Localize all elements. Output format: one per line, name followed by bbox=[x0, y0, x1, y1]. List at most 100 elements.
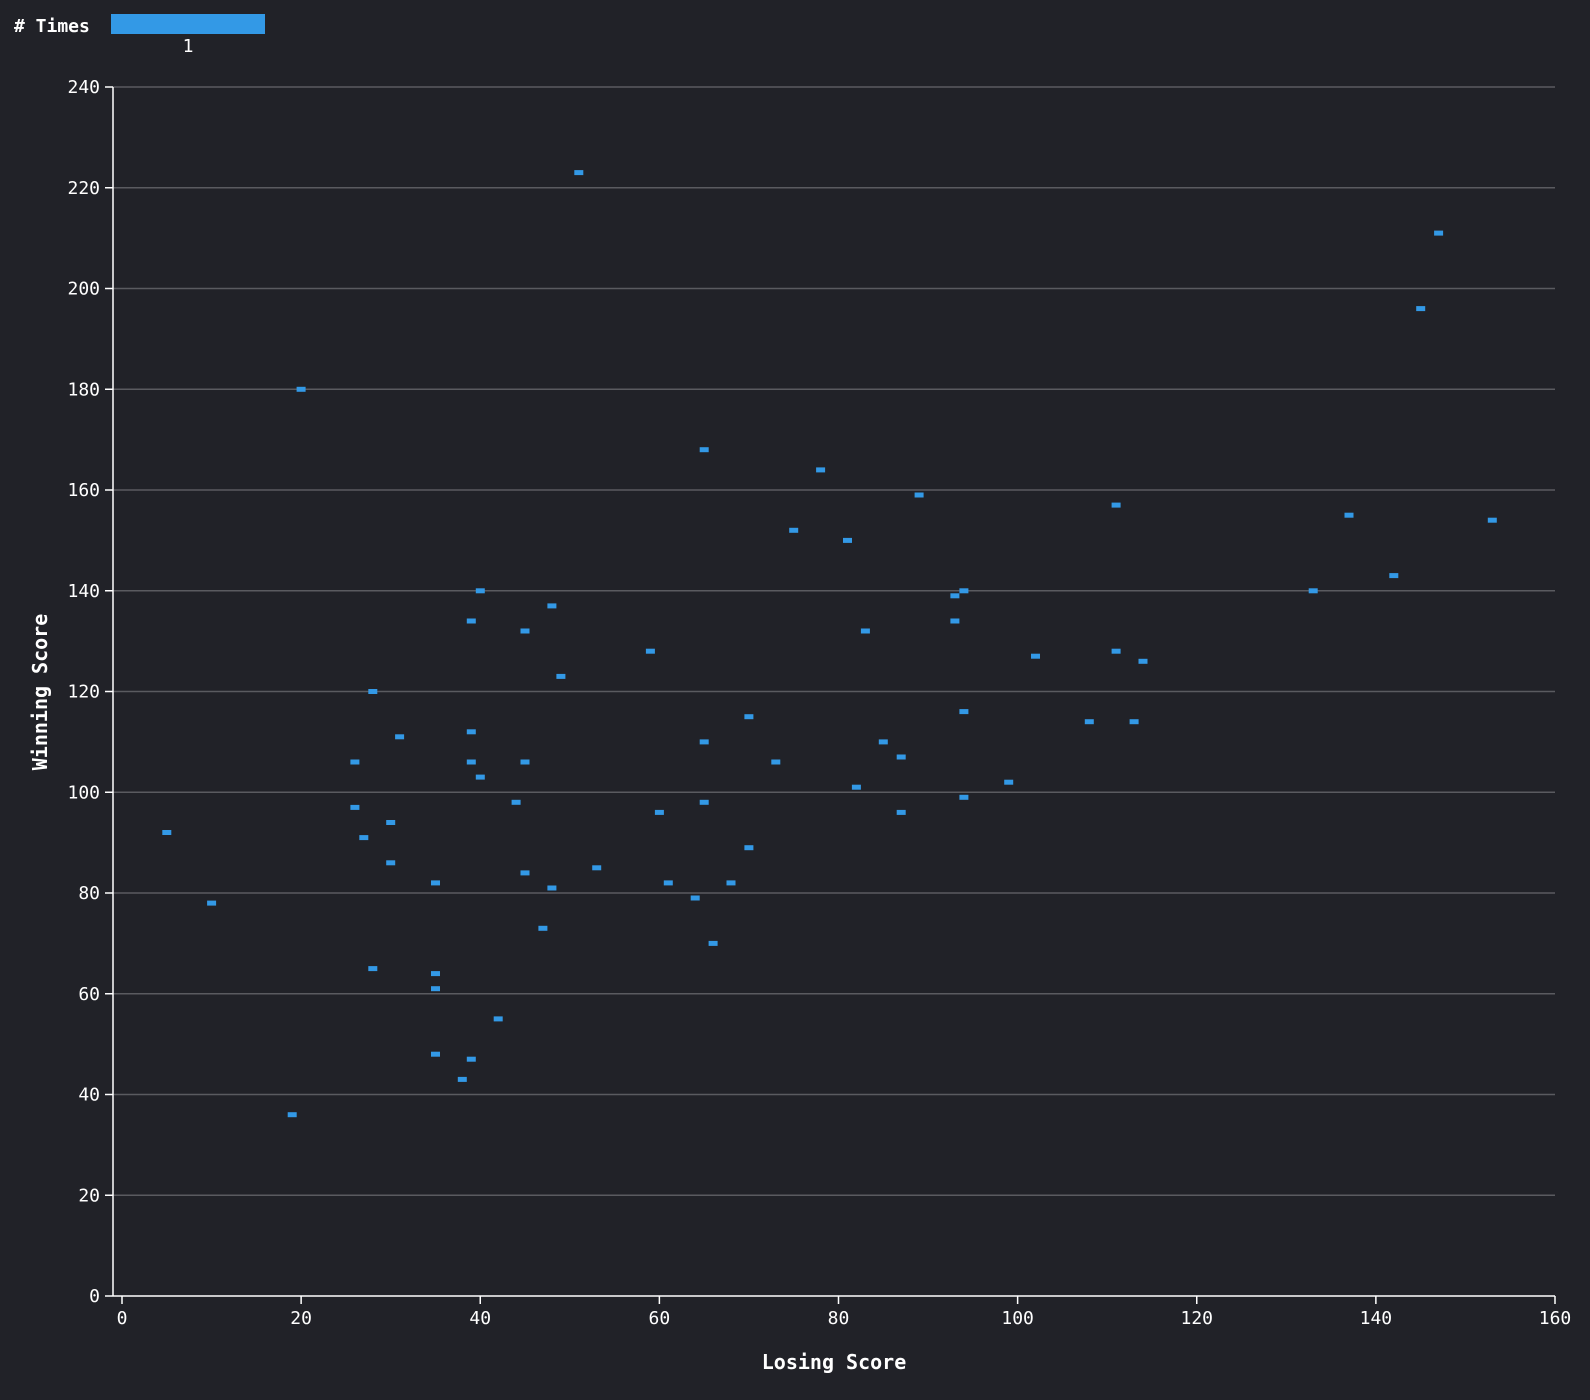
heatmap-cell bbox=[699, 739, 709, 745]
heatmap-cell bbox=[1416, 306, 1426, 312]
heatmap-cell bbox=[475, 774, 485, 780]
legend-title: # Times bbox=[14, 16, 90, 37]
heatmap-cell bbox=[466, 729, 476, 735]
heatmap-cell bbox=[520, 628, 530, 634]
heatmap-cell bbox=[296, 386, 306, 392]
heatmap-cell bbox=[1389, 573, 1399, 579]
heatmap-cell bbox=[950, 618, 960, 624]
heatmap-cell bbox=[744, 845, 754, 851]
y-tick-label: 20 bbox=[78, 1185, 100, 1206]
heatmap-cell bbox=[896, 809, 906, 815]
x-tick-label: 100 bbox=[1001, 1308, 1034, 1329]
heatmap-cell bbox=[708, 940, 718, 946]
heatmap-cell bbox=[466, 618, 476, 624]
heatmap-cell bbox=[287, 1112, 297, 1118]
heatmap-cell bbox=[350, 804, 360, 810]
heatmap-cell bbox=[556, 673, 566, 679]
x-tick-label: 20 bbox=[290, 1308, 312, 1329]
heatmap-cell bbox=[726, 880, 736, 886]
heatmap-cell bbox=[690, 895, 700, 901]
y-tick-label: 240 bbox=[67, 77, 100, 98]
x-tick-label: 60 bbox=[649, 1308, 671, 1329]
y-tick-label: 120 bbox=[67, 682, 100, 703]
y-tick-label: 160 bbox=[67, 480, 100, 501]
y-tick-label: 140 bbox=[67, 581, 100, 602]
heatmap-cell bbox=[511, 799, 521, 805]
heatmap-cell bbox=[520, 870, 530, 876]
heatmap-cell bbox=[914, 492, 924, 498]
heatmap-cell bbox=[395, 734, 405, 740]
heatmap-cell bbox=[386, 860, 396, 866]
heatmap-cell bbox=[547, 885, 557, 891]
heatmap-cell bbox=[538, 925, 548, 931]
x-tick-label: 80 bbox=[828, 1308, 850, 1329]
heatmap-cell bbox=[699, 447, 709, 453]
y-tick-label: 40 bbox=[78, 1085, 100, 1106]
heatmap-cell bbox=[1129, 719, 1139, 725]
x-tick-label: 40 bbox=[469, 1308, 491, 1329]
heatmap-cell bbox=[475, 588, 485, 594]
heatmap-cell bbox=[359, 835, 369, 841]
heatmap-cell bbox=[431, 986, 440, 992]
heatmap-cell bbox=[574, 170, 584, 176]
heatmap-cell bbox=[699, 799, 709, 805]
heatmap-cell bbox=[816, 467, 826, 473]
heatmap-cell bbox=[771, 759, 781, 765]
heatmap-cell bbox=[520, 759, 530, 765]
heatmap-cell bbox=[1344, 512, 1354, 518]
heatmap-cell bbox=[950, 593, 960, 599]
heatmap-cell bbox=[843, 537, 852, 543]
heatmap-cell bbox=[744, 714, 754, 720]
y-tick-label: 0 bbox=[89, 1286, 100, 1307]
heatmap-cell bbox=[547, 603, 557, 609]
heatmap-cell bbox=[1487, 517, 1497, 523]
legend-value-label: 1 bbox=[183, 36, 194, 57]
heatmap-cell bbox=[1004, 779, 1014, 785]
x-tick-label: 120 bbox=[1180, 1308, 1213, 1329]
heatmap-cell bbox=[860, 628, 870, 634]
axes: 0 20 40 60 80 100 120 140 160 180 200 220 240 0 20 40 60… bbox=[67, 77, 1571, 1329]
heatmap-cell bbox=[959, 588, 969, 594]
heatmap-cell bbox=[350, 759, 360, 765]
y-tick-label: 200 bbox=[67, 279, 100, 300]
x-tick-label: 0 bbox=[117, 1308, 128, 1329]
heatmap-cell bbox=[1111, 502, 1121, 508]
heatmap-cell bbox=[896, 754, 906, 760]
heatmap-cell bbox=[1138, 658, 1148, 664]
heatmap-cell bbox=[493, 1016, 503, 1022]
heatmap-cell bbox=[851, 784, 861, 790]
y-tick-label: 100 bbox=[67, 782, 100, 803]
heatmap-cell bbox=[959, 794, 969, 800]
y-tick-label: 220 bbox=[67, 178, 100, 199]
heatmap-cell bbox=[162, 830, 172, 835]
heatmap-cell bbox=[386, 820, 396, 825]
heatmap-cell bbox=[878, 739, 888, 745]
x-tick-label: 160 bbox=[1539, 1308, 1572, 1329]
heatmap-cell bbox=[466, 1056, 476, 1062]
heatmap-cell bbox=[592, 865, 602, 871]
heatmap-cell bbox=[789, 527, 799, 533]
y-tick-label: 180 bbox=[67, 379, 100, 400]
heatmap-cell bbox=[1084, 719, 1094, 725]
heatmap-cell bbox=[1111, 648, 1121, 654]
y-tick-label: 80 bbox=[78, 883, 100, 904]
heatmap-cell bbox=[457, 1076, 467, 1082]
legend: # Times 1 bbox=[14, 14, 265, 57]
heatmap-cell bbox=[431, 971, 440, 977]
y-tick-label: 60 bbox=[78, 984, 100, 1005]
heatmap-cell bbox=[663, 880, 673, 886]
y-axis-title: Winning Score bbox=[28, 614, 52, 771]
x-tick-label: 140 bbox=[1360, 1308, 1393, 1329]
heatmap-cell bbox=[431, 1051, 440, 1057]
heatmap-cell bbox=[1308, 588, 1318, 594]
heatmap-cell bbox=[1031, 653, 1040, 659]
legend-color-swatch bbox=[111, 14, 265, 34]
heatmap-cell bbox=[645, 648, 655, 654]
heatmap-cell bbox=[1434, 230, 1444, 236]
heatmap-cell bbox=[207, 900, 217, 906]
heatmap-cell bbox=[368, 966, 378, 972]
heatmap-cell bbox=[959, 709, 969, 715]
heatmap-cell bbox=[654, 809, 664, 815]
